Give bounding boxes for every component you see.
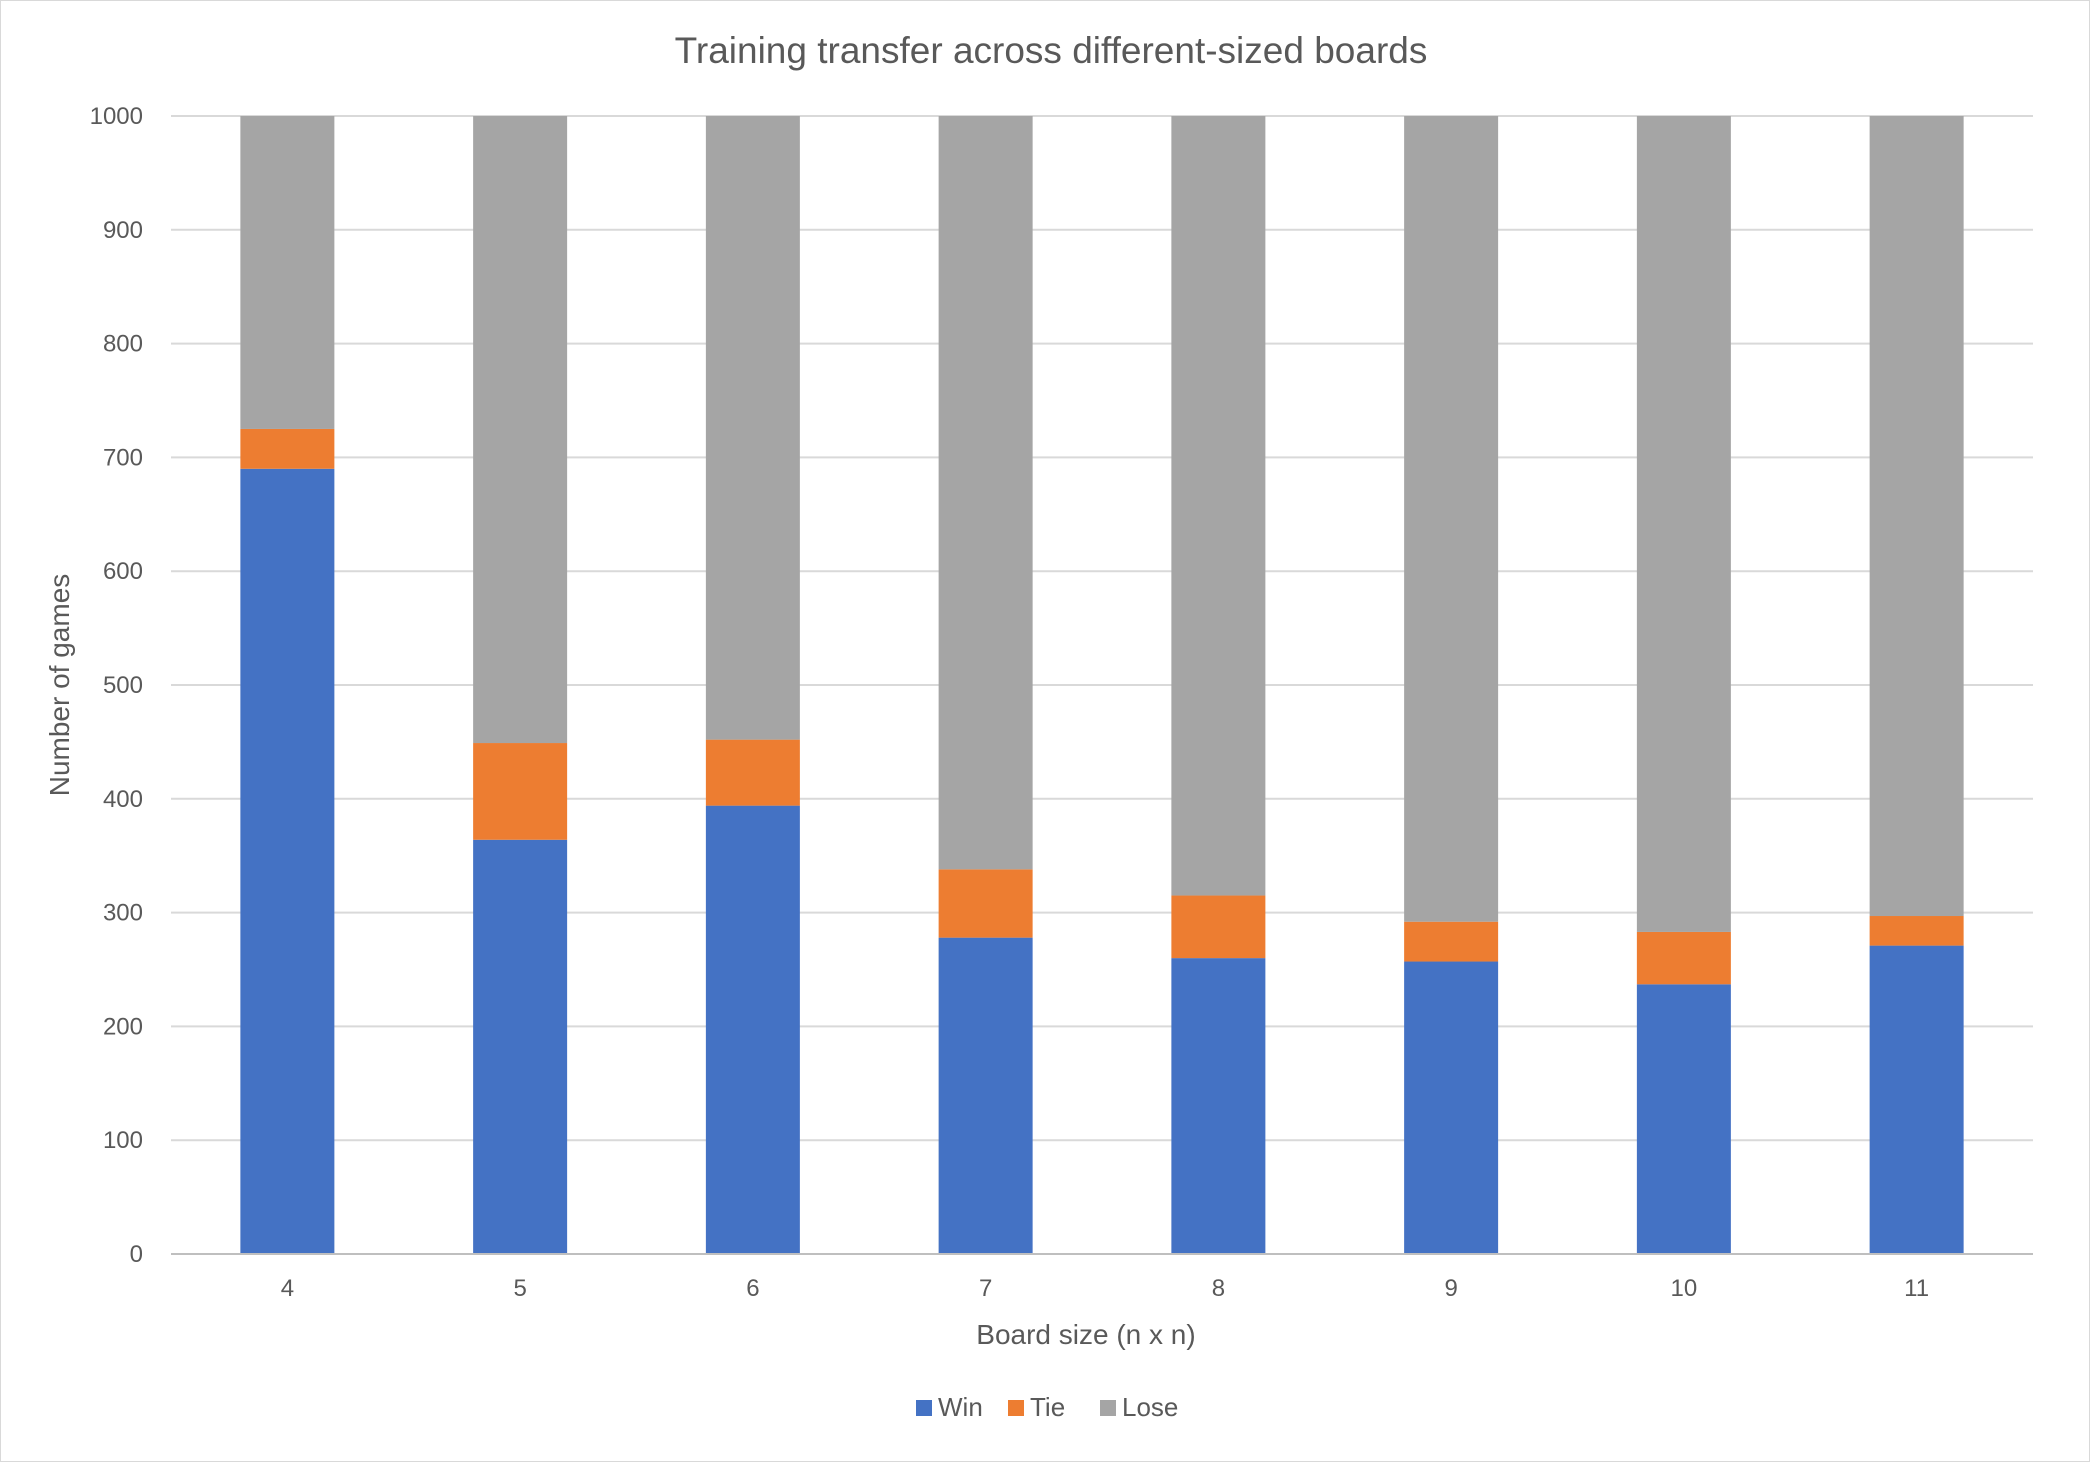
bar-win-4: [240, 468, 335, 1254]
bar-tie-11: [1869, 916, 1964, 946]
x-axis-title: Board size (n x n): [976, 1319, 1195, 1350]
bar-lose-9: [1404, 116, 1499, 922]
x-tick-label-11: 11: [1904, 1275, 1929, 1302]
bar-stack-4: [240, 116, 335, 1254]
y-tick-label-900: 900: [103, 217, 143, 244]
legend-swatch-lose: [1100, 1400, 1116, 1416]
x-tick-label-9: 9: [1444, 1275, 1457, 1302]
y-tick-label-300: 300: [103, 900, 143, 927]
y-tick-label-700: 700: [103, 444, 143, 471]
y-tick-label-800: 800: [103, 331, 143, 358]
bar-win-9: [1404, 961, 1499, 1254]
y-axis-ticks: 0 100 200 300 400 500 600 700 800 900 1000: [90, 103, 143, 1268]
legend-label-lose: Lose: [1122, 1392, 1178, 1422]
bar-stack-6: [705, 116, 800, 1254]
bar-lose-8: [1171, 116, 1266, 896]
bars: [240, 116, 1964, 1254]
bar-lose-7: [938, 116, 1033, 870]
y-axis-title: Number of games: [44, 574, 75, 797]
bar-win-7: [938, 937, 1033, 1254]
bar-stack-10: [1636, 116, 1731, 1254]
y-tick-label-500: 500: [103, 672, 143, 699]
bar-stack-9: [1404, 116, 1499, 1254]
bar-win-6: [705, 805, 800, 1254]
bar-tie-10: [1636, 931, 1731, 985]
bar-tie-4: [240, 428, 335, 469]
bar-tie-5: [473, 743, 568, 840]
bar-stack-8: [1171, 116, 1266, 1254]
bar-stack-5: [473, 116, 568, 1254]
bar-tie-6: [705, 739, 800, 806]
chart-title: Training transfer across different-sized…: [675, 30, 1428, 71]
bar-lose-6: [705, 116, 800, 740]
bar-tie-8: [1171, 895, 1266, 959]
y-tick-label-400: 400: [103, 786, 143, 813]
bar-tie-7: [938, 869, 1033, 938]
bar-win-11: [1869, 945, 1964, 1254]
gridlines: [171, 115, 2033, 1142]
legend-label-tie: Tie: [1030, 1392, 1065, 1422]
bar-win-8: [1171, 958, 1266, 1254]
bar-stack-7: [938, 116, 1033, 1254]
y-tick-label-200: 200: [103, 1013, 143, 1040]
x-tick-label-8: 8: [1212, 1275, 1225, 1302]
legend-swatch-tie: [1008, 1400, 1024, 1416]
bar-lose-5: [473, 116, 568, 744]
bar-stack-11: [1869, 116, 1964, 1254]
x-tick-label-7: 7: [979, 1275, 992, 1302]
bar-lose-4: [240, 116, 335, 429]
legend-swatch-win: [916, 1400, 932, 1416]
x-axis-ticks: 4 5 6 7 8 9 10 11: [281, 1275, 1929, 1302]
x-tick-label-10: 10: [1671, 1275, 1698, 1302]
bar-lose-10: [1636, 116, 1731, 932]
bar-win-10: [1636, 984, 1731, 1254]
y-tick-label-1000: 1000: [90, 103, 143, 130]
legend: Win Tie Lose: [916, 1392, 1178, 1422]
bar-tie-9: [1404, 921, 1499, 962]
y-tick-label-100: 100: [103, 1127, 143, 1154]
y-tick-label-0: 0: [130, 1241, 143, 1268]
legend-label-win: Win: [938, 1392, 983, 1422]
x-tick-label-5: 5: [513, 1275, 526, 1302]
bar-win-5: [473, 839, 568, 1254]
x-tick-label-6: 6: [746, 1275, 759, 1302]
x-tick-label-4: 4: [281, 1275, 294, 1302]
bar-lose-11: [1869, 116, 1964, 917]
y-tick-label-600: 600: [103, 558, 143, 585]
